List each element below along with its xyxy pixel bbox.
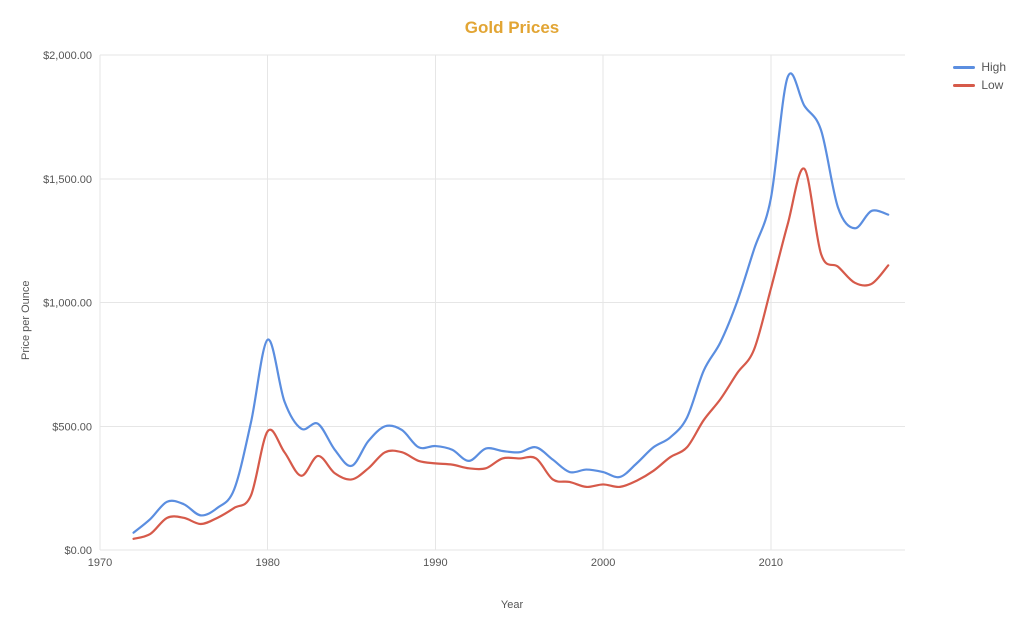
x-axis-label: Year [0,599,1024,611]
y-tick-label: $1,000.00 [43,298,92,310]
y-tick-label: $2,000.00 [43,50,92,62]
legend: High Low [953,60,1006,96]
legend-item: Low [953,78,1006,92]
legend-label: High [981,60,1006,74]
x-tick-label: 1990 [423,557,447,569]
y-tick-label: $1,500.00 [43,174,92,186]
y-axis-label: Price per Ounce [20,281,32,360]
series-low [134,168,889,538]
x-tick-label: 1970 [88,557,112,569]
legend-label: Low [981,78,1003,92]
x-tick-label: 1980 [255,557,279,569]
legend-item: High [953,60,1006,74]
chart-container: Gold Prices Price per Ounce Year $0.00$5… [0,0,1024,629]
plot-area: $0.00$500.00$1,000.00$1,500.00$2,000.001… [100,55,905,550]
x-tick-label: 2000 [591,557,615,569]
y-tick-label: $500.00 [52,421,92,433]
series-high [134,73,889,532]
y-tick-label: $0.00 [64,545,92,557]
legend-swatch [953,84,975,87]
legend-swatch [953,66,975,69]
chart-title: Gold Prices [0,18,1024,38]
x-tick-label: 2010 [759,557,783,569]
